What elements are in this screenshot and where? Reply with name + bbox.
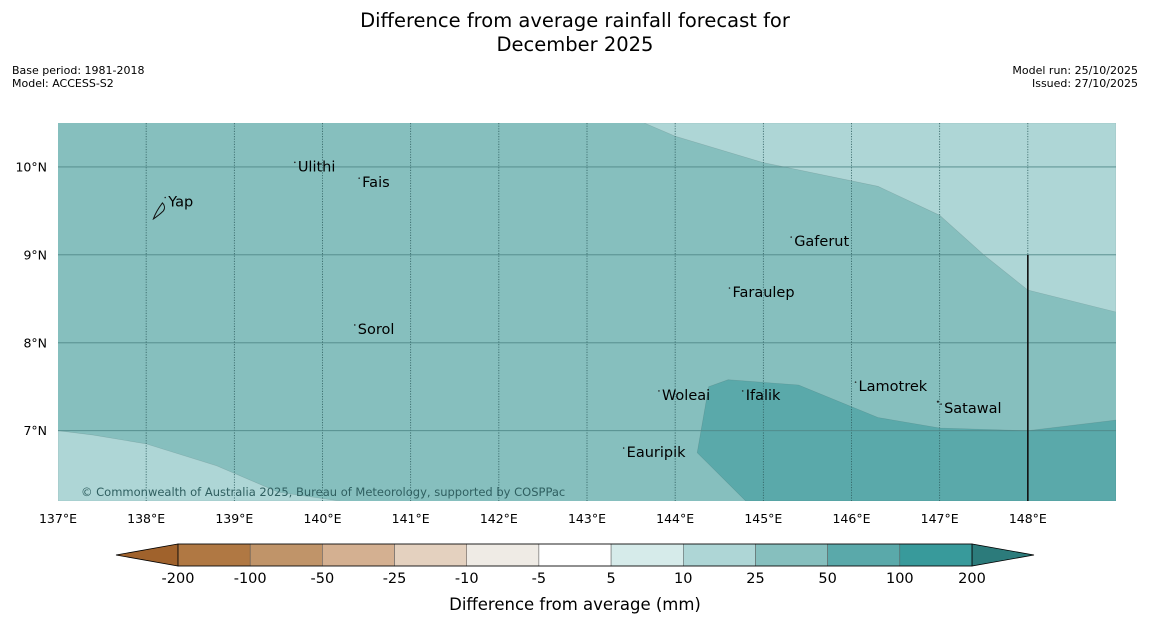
colorbar-extend-low <box>115 543 179 567</box>
place-label: Eauripik <box>627 445 686 461</box>
colorbar-frame <box>177 543 973 567</box>
place-label: Sorol <box>358 322 395 338</box>
map-title: Difference from average rainfall forecas… <box>0 9 1150 57</box>
colorbar-swatch <box>249 543 323 567</box>
model-text: Model: ACCESS-S2 <box>12 76 114 90</box>
place-marker <box>728 287 731 289</box>
place-marker <box>358 177 360 179</box>
lat-tick-label: 9°N <box>23 247 47 262</box>
place-label: Faraulep <box>732 285 794 301</box>
colorbar: -200 -100 -50 -25 -10 -5 5 10 25 50 100 200 Differen… <box>115 543 1035 614</box>
colorbar-tick-label: -50 <box>311 571 335 587</box>
colorbar-swatch <box>322 543 395 567</box>
meta-left: Base period: 1981-2018 Model: ACCESS-S2 <box>12 64 145 90</box>
colorbar-swatch <box>827 543 901 567</box>
colorbar-tick-label: -10 <box>455 571 479 587</box>
colorbar-tick-label: -100 <box>234 571 267 587</box>
colorbar-tick-label: -5 <box>532 571 546 587</box>
place-marker <box>622 447 625 449</box>
colorbar-swatch <box>755 543 828 567</box>
place-marker <box>164 196 167 199</box>
model-run-text: Model run: 25/10/2025 <box>1012 64 1138 77</box>
copyright-text: © Commonwealth of Australia 2025, Bureau… <box>81 485 565 499</box>
colorbar-tick-label: 10 <box>674 571 692 587</box>
lon-tick-label: 144°E <box>656 511 694 526</box>
lon-tick-label: 142°E <box>480 511 518 526</box>
place-marker <box>940 403 942 405</box>
lon-tick-label: 143°E <box>568 511 606 526</box>
colorbar-extend-high <box>971 543 1035 567</box>
lon-tick-label: 148°E <box>1009 511 1047 526</box>
colorbar-tick-label: -200 <box>162 571 195 587</box>
lon-tick-label: 140°E <box>303 511 341 526</box>
colorbar-swatch <box>538 543 612 567</box>
base-period-text: Base period: 1981-2018 <box>12 64 145 77</box>
colorbar-tick-label: 50 <box>818 571 836 587</box>
lon-tick-label: 139°E <box>215 511 253 526</box>
colorbar-swatch <box>466 543 540 567</box>
zone-polygon-1 <box>644 123 1116 313</box>
map-axes: 137°E 138°E 139°E 140°E 141°E 142°E 143°E 144°E… <box>15 159 1046 526</box>
place-marker <box>658 390 660 392</box>
yap-island-outline <box>152 202 165 221</box>
colorbar-swatch <box>610 543 684 567</box>
place-marker <box>854 381 857 383</box>
lon-tick-label: 147°E <box>921 511 959 526</box>
colorbar-swatch <box>899 543 973 567</box>
lon-tick-label: 138°E <box>127 511 165 526</box>
place-marker <box>741 390 744 392</box>
place-marker <box>790 236 792 238</box>
lon-tick-label: 141°E <box>392 511 430 526</box>
lon-tick-label: 137°E <box>39 511 77 526</box>
colorbar-swatch <box>177 543 251 567</box>
lat-tick-label: 8°N <box>23 335 47 350</box>
lat-tick-label: 10°N <box>15 159 47 174</box>
lon-tick-label: 145°E <box>744 511 782 526</box>
lat-tick-label: 7°N <box>23 423 47 438</box>
colorbar-swatch <box>394 543 467 567</box>
colorbar-tick-label: 5 <box>606 571 615 587</box>
place-label: Woleai <box>662 388 710 404</box>
place-marker <box>353 324 356 326</box>
place-label: Ulithi <box>298 159 336 175</box>
title-line-1: Difference from average rainfall forecas… <box>360 9 790 32</box>
title-line-2: December 2025 <box>496 33 654 56</box>
place-label: Fais <box>362 175 389 191</box>
zone-polygon-2 <box>58 430 341 501</box>
place-label: Yap <box>167 195 193 211</box>
place-label: Gaferut <box>794 234 849 250</box>
colorbar-swatch <box>683 543 756 567</box>
place-label: Ifalik <box>746 388 781 404</box>
meta-right: Model run: 25/10/2025 Issued: 27/10/2025 <box>1012 64 1138 90</box>
map-area: Yap Ulithi Fais Gaferut Faraulep Sorol Woleai I… <box>58 123 1116 501</box>
place-label: Satawal <box>944 401 1001 417</box>
colorbar-tick-label: 200 <box>958 571 986 587</box>
colorbar-tick-label: 100 <box>886 571 914 587</box>
place-marker <box>294 161 296 164</box>
lon-tick-label: 146°E <box>832 511 870 526</box>
colorbar-label: Difference from average (mm) <box>449 595 701 614</box>
place-label: Lamotrek <box>859 379 928 395</box>
zone-polygon-3 <box>696 379 1116 501</box>
colorbar-tick-label: 25 <box>746 571 764 587</box>
colorbar-tick-label: -25 <box>383 571 407 587</box>
issued-text: Issued: 27/10/2025 <box>1031 76 1138 90</box>
island-dot <box>936 400 940 403</box>
